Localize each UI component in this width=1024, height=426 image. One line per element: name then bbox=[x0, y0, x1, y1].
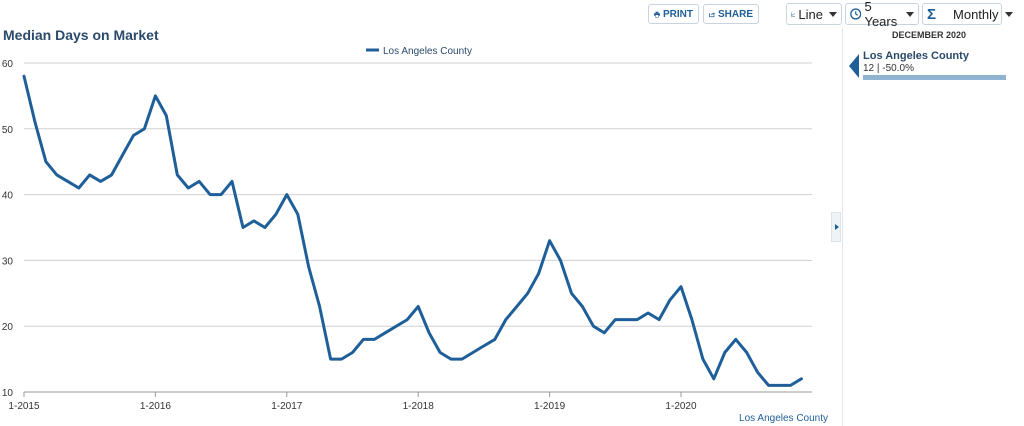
y-tick-label: 60 bbox=[2, 59, 14, 70]
sigma-icon: Σ bbox=[927, 5, 937, 23]
chevron-down-icon bbox=[1004, 11, 1013, 17]
chevron-down-icon bbox=[829, 11, 837, 17]
x-tick-label: 1-2017 bbox=[271, 401, 303, 412]
side-panel-value: 12 | -50.0% bbox=[863, 63, 914, 74]
side-panel: DECEMBER 2020 Los Angeles County 12 | -5… bbox=[842, 28, 1024, 426]
share-icon bbox=[709, 11, 715, 17]
chart-title: Median Days on Market bbox=[3, 27, 159, 43]
line-chart: 10 20 30 40 50 60 1-2015 1-2016 1-2017 1-2018 1-20… bbox=[2, 46, 828, 424]
x-tick-label: 1-2019 bbox=[534, 401, 566, 412]
legend-label: Los Angeles County bbox=[383, 46, 472, 57]
share-button[interactable]: SHARE bbox=[703, 4, 759, 24]
range-dropdown[interactable]: 5 Years bbox=[845, 0, 919, 29]
series-marker-icon bbox=[849, 54, 859, 78]
chart-type-value: Line bbox=[798, 6, 823, 22]
interval-dropdown[interactable]: Σ Monthly bbox=[922, 3, 1013, 25]
y-tick-label: 20 bbox=[2, 322, 14, 333]
clock-icon bbox=[850, 8, 862, 20]
interval-value: Monthly bbox=[953, 6, 999, 22]
side-panel-value-bar bbox=[863, 75, 1006, 80]
x-tick-label: 1-2020 bbox=[665, 401, 697, 412]
panel-collapse-tab[interactable] bbox=[831, 212, 841, 242]
chevron-down-icon bbox=[906, 11, 914, 17]
print-button[interactable]: PRINT bbox=[648, 4, 699, 24]
side-panel-series-name: Los Angeles County bbox=[863, 50, 969, 62]
line-chart-icon bbox=[791, 11, 796, 16]
printer-icon bbox=[654, 11, 660, 17]
share-label: SHARE bbox=[717, 8, 753, 20]
print-label: PRINT bbox=[663, 8, 693, 20]
x-tick-label: 1-2018 bbox=[403, 401, 435, 412]
x-tick-label: 1-2015 bbox=[8, 401, 40, 412]
y-tick-label: 30 bbox=[2, 256, 14, 267]
chart-type-dropdown[interactable]: Line bbox=[786, 3, 842, 25]
range-value: 5 Years bbox=[864, 0, 898, 29]
side-panel-date: DECEMBER 2020 bbox=[891, 30, 967, 40]
y-tick-label: 10 bbox=[2, 388, 14, 399]
x-tick-label: 1-2016 bbox=[140, 401, 172, 412]
y-tick-label: 50 bbox=[2, 125, 14, 136]
series-line-los-angeles-county bbox=[22, 74, 803, 387]
source-label: Los Angeles County bbox=[739, 413, 828, 424]
y-tick-label: 40 bbox=[2, 191, 14, 202]
